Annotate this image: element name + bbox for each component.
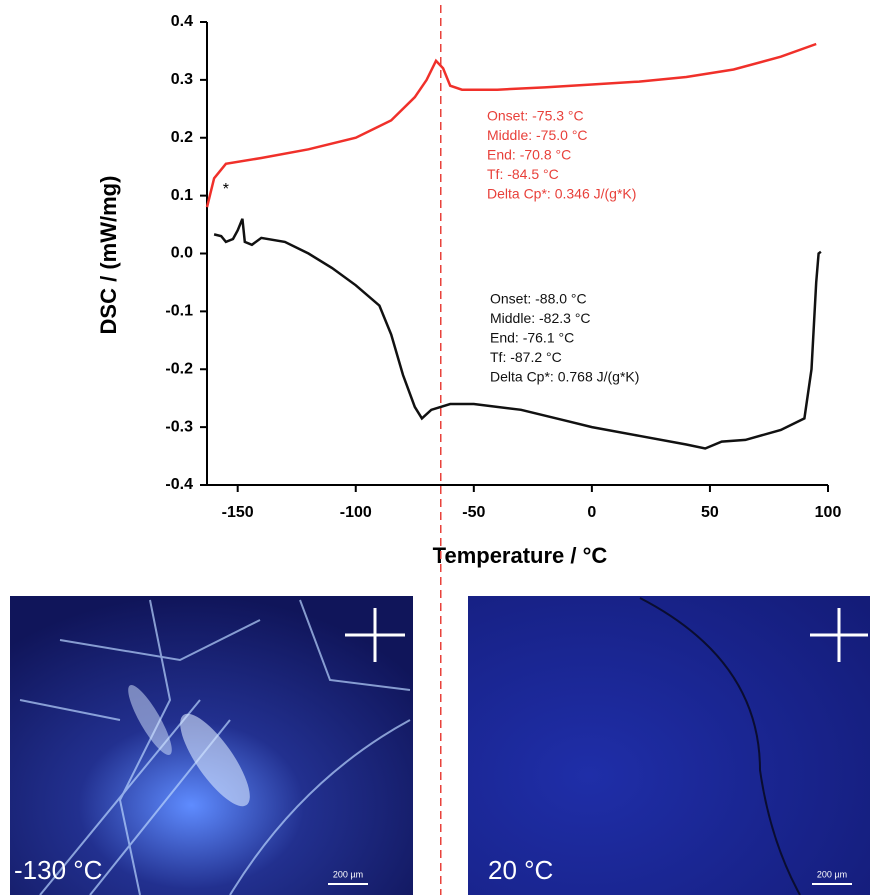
x-tick-label: -50 (462, 504, 485, 521)
data-line (205, 42, 817, 208)
glare (180, 713, 250, 807)
panel-label: 20 °C (488, 855, 553, 885)
x-tick-label: -150 (222, 504, 254, 521)
annotation: Tf: -84.5 °C (487, 166, 559, 182)
annotation: Delta Cp*: 0.346 J/(g*K) (487, 186, 636, 202)
x-axis-label: Temperature / °C (433, 543, 608, 568)
annotation: Tf: -87.2 °C (490, 349, 562, 365)
data-line (213, 218, 822, 450)
y-tick-label: 0.3 (171, 71, 193, 88)
x-tick-label: 50 (701, 504, 719, 521)
glare (128, 685, 172, 755)
crack-pattern (19, 599, 411, 895)
peak-marker: * (223, 181, 229, 198)
panel-label: -130 °C (14, 855, 102, 885)
polarizer-icon (345, 608, 868, 662)
y-tick-label: 0.0 (171, 245, 193, 262)
micrograph (468, 596, 870, 895)
boundary (639, 597, 801, 895)
annotation: Delta Cp*: 0.768 J/(g*K) (490, 369, 639, 385)
scale-label: 200 µm (333, 869, 363, 879)
annotation: Onset: -88.0 °C (490, 291, 587, 307)
y-tick-label: 0.4 (171, 13, 193, 30)
y-tick-label: 0.1 (171, 187, 193, 204)
x-tick-label: -100 (340, 504, 372, 521)
annotation: End: -70.8 °C (487, 147, 571, 163)
y-axis-label: DSC / (mW/mg) (96, 176, 121, 335)
y-tick-label: -0.1 (165, 303, 193, 320)
scale-label: 200 µm (817, 869, 847, 879)
y-tick-label: -0.2 (165, 360, 193, 377)
annotation: Middle: -75.0 °C (487, 127, 588, 143)
annotation: Onset: -75.3 °C (487, 108, 584, 124)
x-tick-label: 100 (815, 504, 842, 521)
y-tick-label: 0.2 (171, 129, 193, 146)
y-tick-label: -0.4 (165, 476, 193, 493)
y-tick-label: -0.3 (165, 418, 193, 435)
annotation: End: -76.1 °C (490, 330, 574, 346)
x-tick-label: 0 (587, 504, 596, 521)
annotation: Middle: -82.3 °C (490, 310, 591, 326)
